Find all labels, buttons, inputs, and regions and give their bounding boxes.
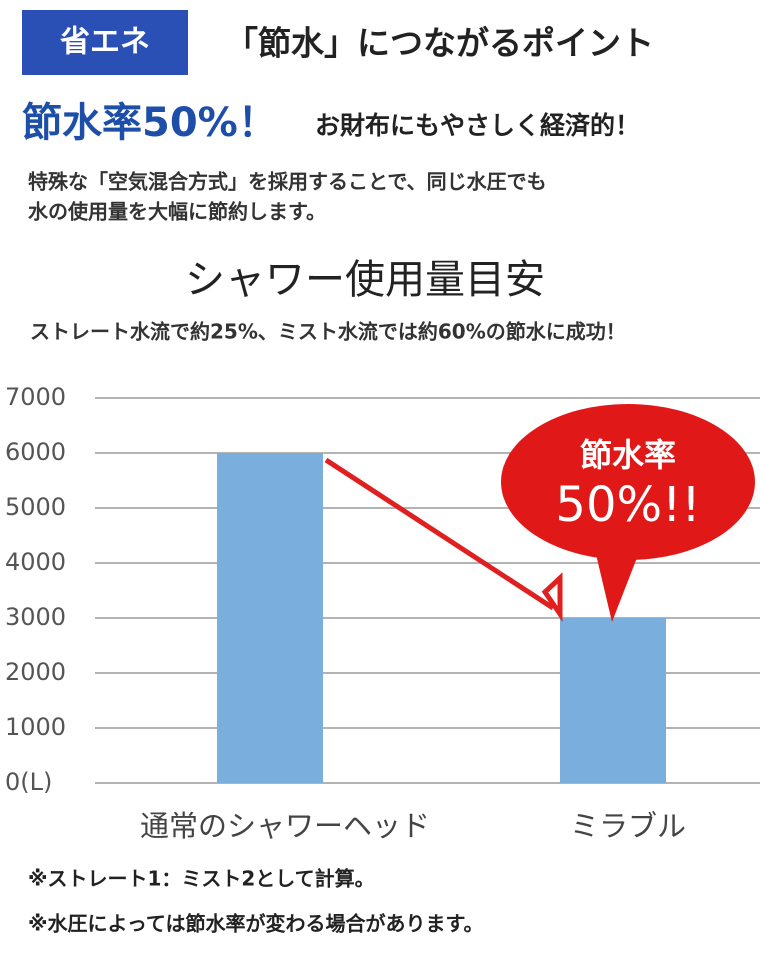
y-tick-label: 6000 bbox=[5, 438, 66, 466]
y-tick-label: 1000 bbox=[5, 713, 66, 741]
note: ※ストレート1：ミスト2として計算。 bbox=[28, 867, 375, 891]
y-tick-label: 5000 bbox=[5, 493, 66, 521]
plot: 0(L) 1000 2000 3000 4000 5000 6000 7000 通常のシャワーヘ… bbox=[5, 383, 760, 843]
y-tick-label: 7000 bbox=[5, 383, 66, 411]
x-tick-label: ミラブル bbox=[570, 809, 686, 843]
badge: 省エネ bbox=[60, 25, 150, 60]
headline-sub: お財布にもやさしく経済的！ bbox=[315, 111, 640, 140]
arrow-head bbox=[541, 572, 563, 623]
heading: 「節水」につながるポイント bbox=[225, 24, 654, 63]
headline: 節水率50%！ bbox=[22, 100, 278, 146]
arrow bbox=[324, 457, 555, 611]
badge-box bbox=[22, 10, 188, 75]
callout-pointer bbox=[595, 550, 640, 622]
chart-subtitle: ストレート水流で約25%、ミスト水流では約60%の節水に成功！ bbox=[30, 320, 626, 344]
y-tick-label: 3000 bbox=[5, 603, 66, 631]
bar bbox=[560, 618, 666, 783]
x-tick-label: 通常のシャワーヘッド bbox=[140, 809, 430, 843]
callout-bubble bbox=[501, 404, 755, 560]
description: 水の使用量を大幅に節約します。 bbox=[28, 200, 326, 224]
y-tick-label: 4000 bbox=[5, 548, 66, 576]
bar bbox=[217, 453, 323, 783]
note: ※水圧によっては節水率が変わる場合があります。 bbox=[28, 912, 483, 936]
callout-value: 50%!! bbox=[555, 477, 700, 533]
y-tick-label: 0(L) bbox=[5, 768, 52, 796]
y-tick-label: 2000 bbox=[5, 658, 66, 686]
description: 特殊な「空気混合方式」を採用することで、同じ水圧でも bbox=[28, 170, 547, 194]
chart-title: シャワー使用量目安 bbox=[185, 257, 545, 303]
callout-label: 節水率 bbox=[580, 436, 676, 474]
